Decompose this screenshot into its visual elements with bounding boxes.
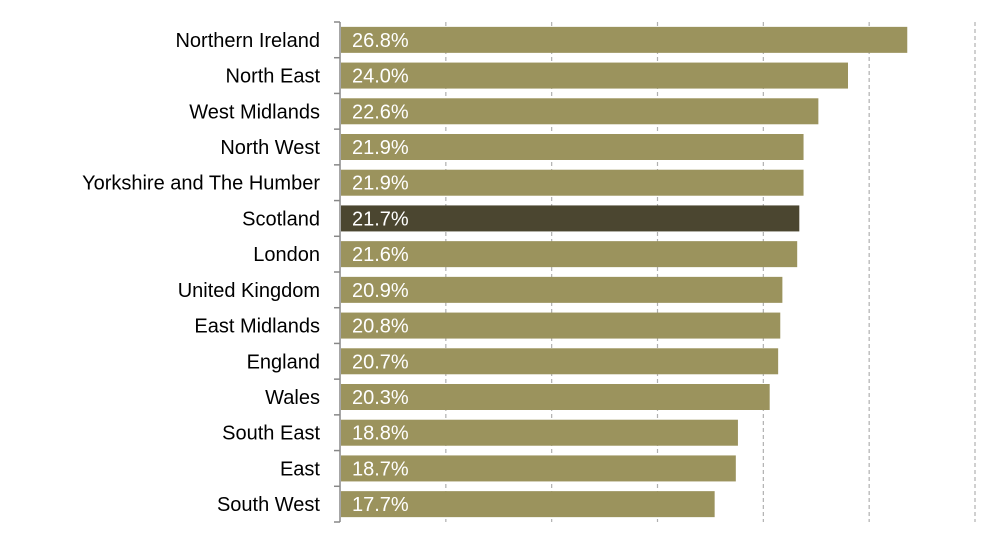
bar	[341, 419, 738, 446]
bar	[341, 348, 779, 375]
data-label: 24.0%	[352, 66, 409, 88]
data-label: 20.7%	[352, 351, 409, 373]
data-label: 20.3%	[352, 387, 409, 409]
category-label: South East	[222, 423, 320, 445]
bar	[341, 384, 770, 410]
bar	[341, 312, 781, 339]
bar	[341, 134, 804, 160]
bar	[341, 491, 715, 518]
category-label: Northern Ireland	[175, 30, 320, 52]
data-label: 17.7%	[352, 494, 409, 516]
category-label: North East	[226, 66, 321, 88]
category-label: South West	[217, 494, 320, 516]
data-label: 21.9%	[352, 137, 409, 159]
category-label: West Midlands	[189, 101, 320, 123]
bar	[341, 241, 798, 268]
bar	[341, 205, 800, 232]
category-label: United Kingdom	[178, 280, 320, 302]
data-label: 18.7%	[352, 458, 409, 480]
bar	[341, 26, 908, 53]
category-label: England	[247, 351, 320, 373]
bar	[341, 276, 783, 303]
category-label: London	[253, 244, 320, 266]
data-label: 21.7%	[352, 208, 409, 230]
data-label: 26.8%	[352, 30, 409, 52]
category-label: East	[280, 458, 320, 480]
category-label: East Midlands	[194, 316, 320, 338]
data-label: 22.6%	[352, 101, 409, 123]
data-label: 20.8%	[352, 316, 409, 338]
data-label: 21.9%	[352, 173, 409, 195]
data-label: 18.8%	[352, 423, 409, 445]
category-label: Yorkshire and The Humber	[82, 173, 320, 195]
bar	[341, 98, 819, 125]
category-label: Wales	[265, 387, 320, 409]
category-label: Scotland	[242, 208, 320, 230]
data-label: 20.9%	[352, 280, 409, 302]
bar	[341, 169, 804, 196]
data-label: 21.6%	[352, 244, 409, 266]
bar	[341, 62, 848, 89]
category-label: North West	[220, 137, 320, 159]
bar	[341, 455, 736, 482]
